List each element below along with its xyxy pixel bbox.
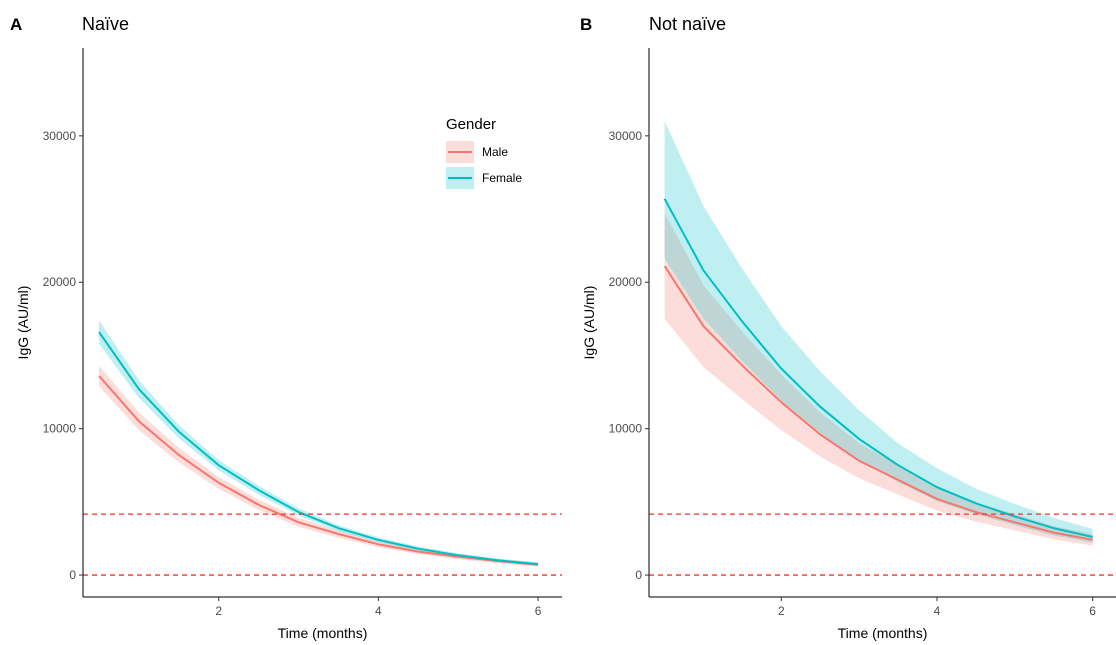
confidence-band-female <box>99 320 538 566</box>
y-tick-label: 10000 <box>43 422 77 436</box>
x-tick-label: 2 <box>778 604 785 618</box>
legend: Gender Male Female <box>446 116 522 189</box>
confidence-band-male <box>99 365 538 567</box>
x-axis-title: Time (months) <box>278 625 368 641</box>
legend-label: Male <box>482 145 508 159</box>
x-tick-label: 4 <box>375 604 382 618</box>
series-line-male <box>663 265 1093 541</box>
chart-title: Naïve <box>82 14 129 34</box>
x-axis-title: Time (months) <box>838 625 928 641</box>
series-line-male <box>98 375 539 566</box>
chart-title: Not naïve <box>649 14 726 34</box>
y-tick-label: 10000 <box>609 422 643 436</box>
series-line-female <box>663 198 1093 538</box>
confidence-band-male <box>664 213 1093 546</box>
x-tick-label: 6 <box>535 604 542 618</box>
series-line-female <box>98 331 539 566</box>
panel-letter: B <box>580 15 592 34</box>
x-tick-label: 2 <box>215 604 222 618</box>
y-tick-label: 30000 <box>43 129 77 143</box>
y-tick-label: 20000 <box>609 275 643 289</box>
legend-label: Female <box>482 171 522 185</box>
y-tick-label: 30000 <box>609 129 643 143</box>
y-tick-label: 20000 <box>43 275 77 289</box>
y-axis-title: IgG (AU/ml) <box>15 286 31 360</box>
x-tick-label: 4 <box>934 604 941 618</box>
panel-letter: A <box>10 15 22 34</box>
x-tick-label: 6 <box>1089 604 1096 618</box>
legend-title: Gender <box>446 116 496 133</box>
y-tick-label: 0 <box>69 568 76 582</box>
y-tick-label: 0 <box>635 568 642 582</box>
y-axis-title: IgG (AU/ml) <box>581 286 597 360</box>
chart-panel-b: B Not naïve 0 10000 20000 30000 2 4 6 Time (month… <box>580 14 1116 641</box>
chart-panel-a: A Naïve 0 10000 20000 30000 2 4 6 Time (months) Ig… <box>10 14 562 641</box>
